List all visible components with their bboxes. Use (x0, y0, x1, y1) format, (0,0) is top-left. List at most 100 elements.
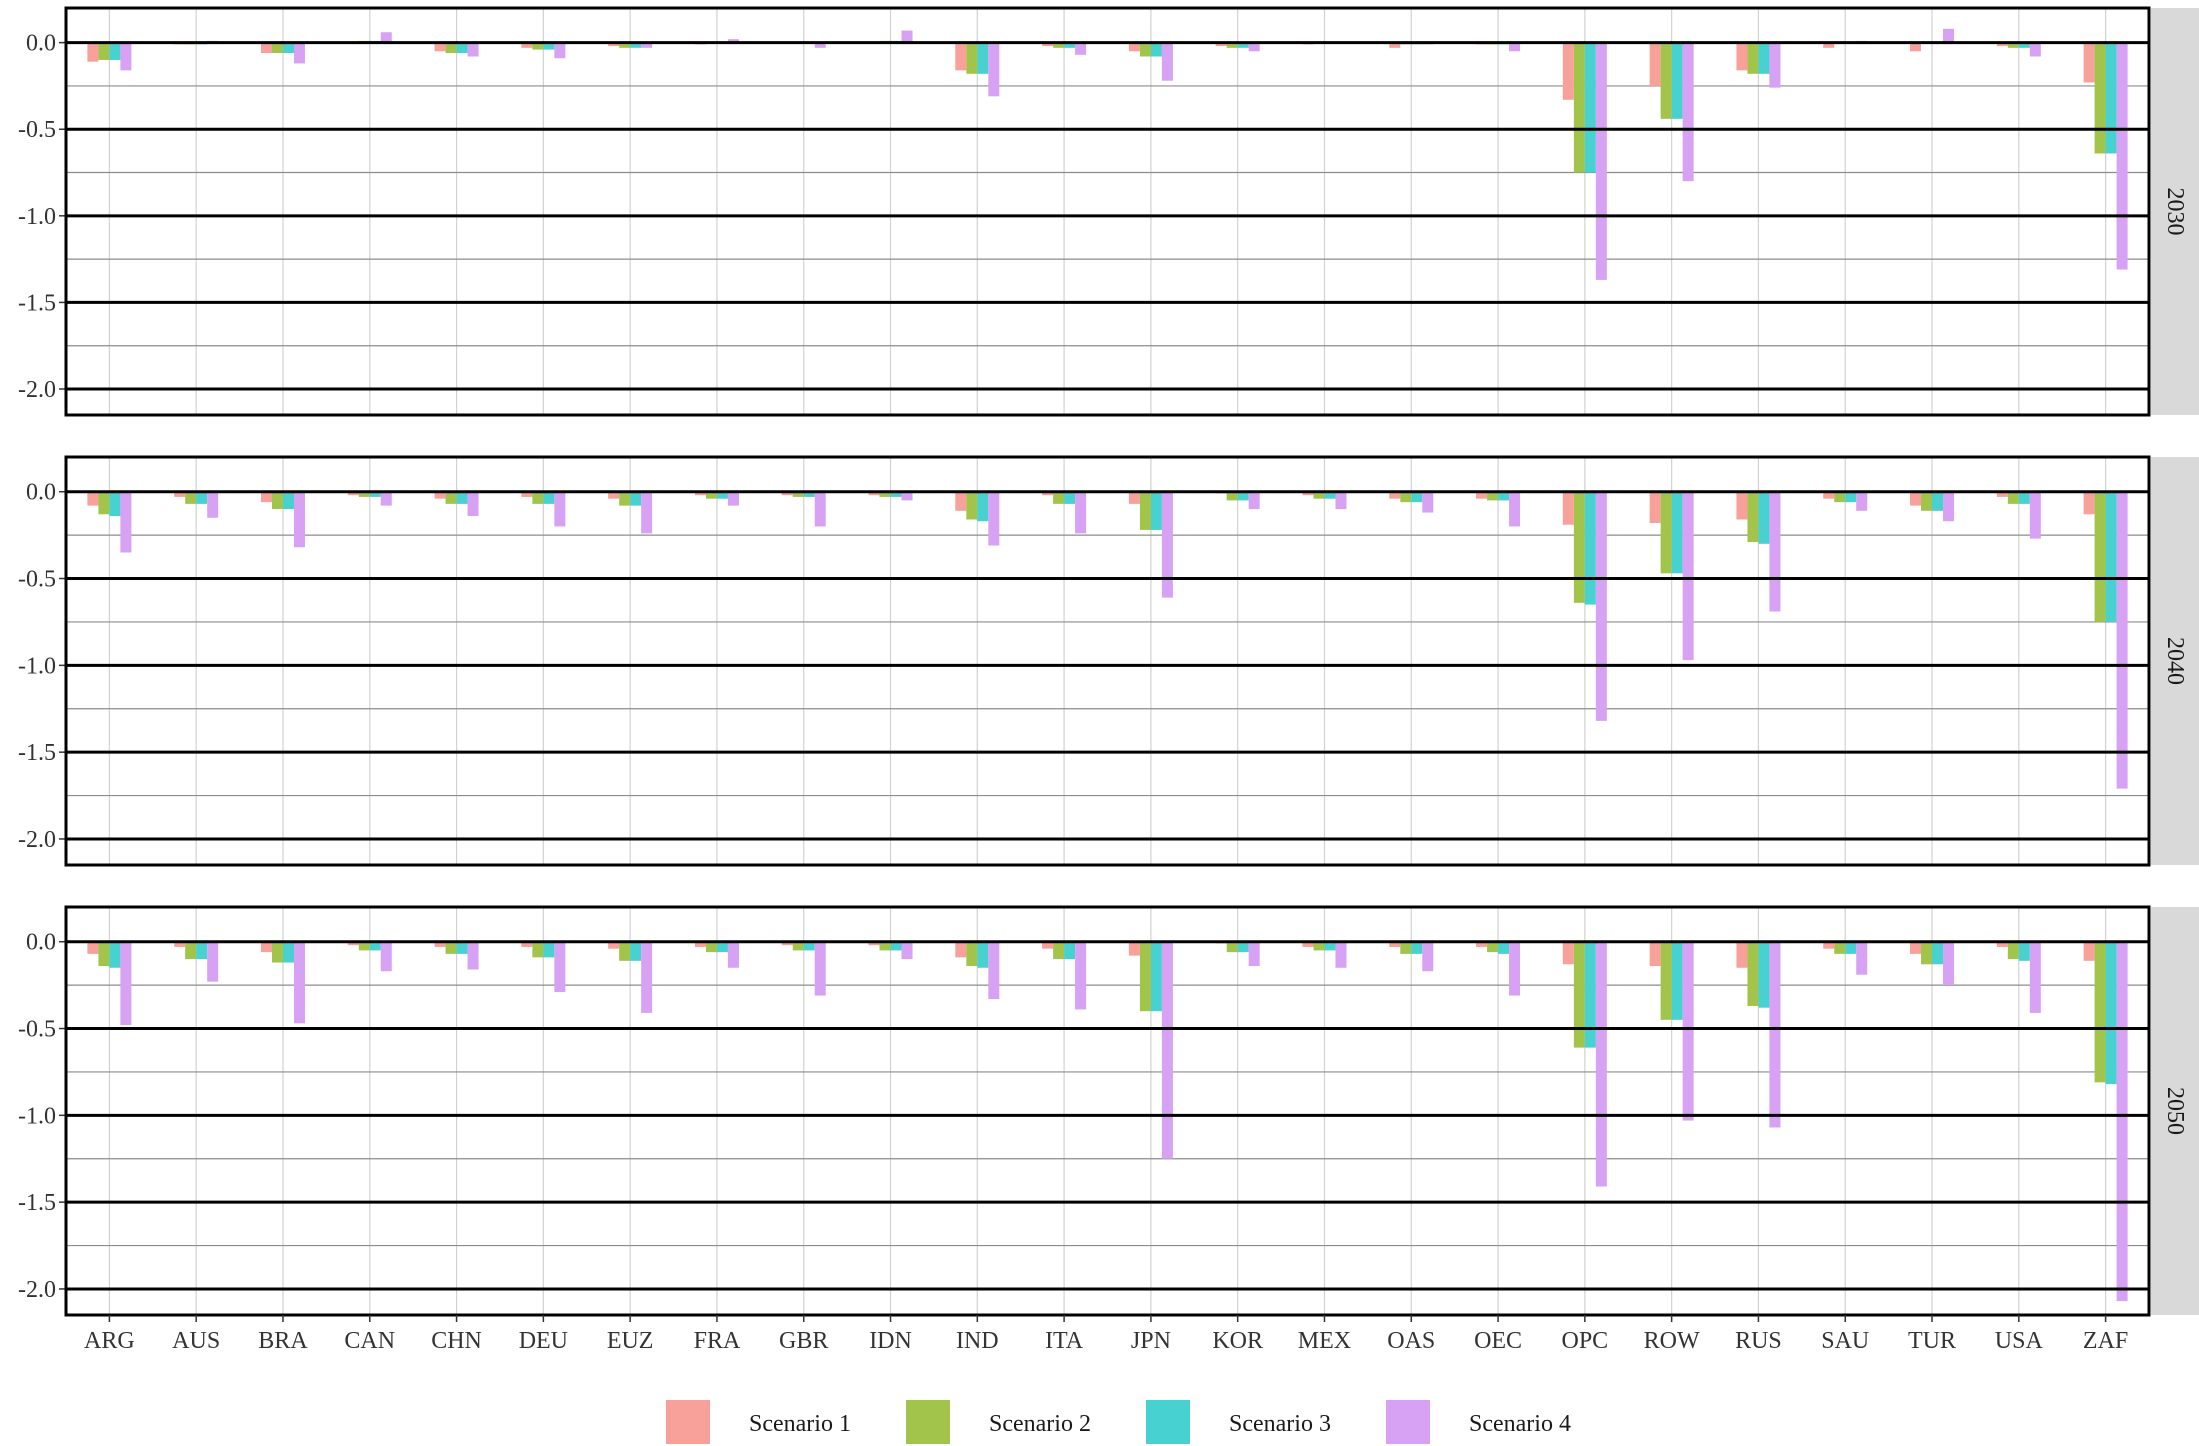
bar-2030-CHN-s4 (467, 42, 479, 57)
bar-2030-IND-s4 (988, 42, 1000, 97)
bar-2040-TUR-s2 (1921, 491, 1933, 511)
bar-2040-JPN-s1 (1128, 491, 1140, 504)
bar-2050-ARG-s3 (109, 941, 121, 968)
bar-2040-USA-s1 (1996, 491, 2008, 497)
bar-2050-JPN-s2 (1139, 941, 1151, 1012)
bar-2050-TUR-s4 (1943, 941, 1955, 986)
bar-2050-TUR-s1 (1910, 941, 1922, 954)
x-tick-label-TUR: TUR (1908, 1328, 1956, 1354)
bar-2050-ZAF-s1 (2083, 941, 2095, 961)
x-tick-label-CHN: CHN (431, 1328, 482, 1354)
bar-2030-ZAF-s1 (2083, 42, 2095, 83)
bar-2050-SAU-s1 (1823, 941, 1835, 949)
bar-2040-USA-s4 (2029, 491, 2041, 539)
bar-2030-DEU-s1 (521, 42, 533, 48)
bar-2040-OAS-s2 (1400, 491, 1412, 503)
bar-2050-ITA-s4 (1075, 941, 1087, 1010)
bar-2040-ITA-s1 (1042, 491, 1054, 496)
bar-2040-IDN-s2 (879, 491, 891, 497)
bar-2030-ITA-s3 (1064, 42, 1076, 48)
bar-2050-IDN-s4 (901, 941, 913, 960)
bar-2050-FRA-s4 (727, 941, 739, 968)
x-tick-label-EUZ: EUZ (607, 1328, 654, 1354)
bar-2050-IDN-s1 (868, 941, 880, 946)
bar-2050-EUZ-s2 (619, 941, 631, 961)
bar-2040-FRA-s4 (727, 491, 739, 506)
bar-2030-DEU-s3 (543, 42, 555, 50)
x-tick-label-IDN: IDN (869, 1328, 912, 1354)
legend: Scenario 1 Scenario 2 Scenario 3 Scenario 4 (666, 1400, 1571, 1444)
bar-2040-SAU-s2 (1834, 491, 1846, 503)
bar-2050-RUS-s4 (1769, 941, 1781, 1128)
bar-2050-IND-s3 (977, 941, 989, 968)
bar-2030-JPN-s3 (1150, 42, 1162, 57)
bar-2040-DEU-s4 (554, 491, 566, 527)
bar-2040-OEC-s2 (1487, 491, 1499, 501)
y-tick-label: -1.0 (18, 1103, 56, 1129)
x-tick-label-ARG: ARG (84, 1328, 135, 1354)
bar-2050-FRA-s2 (705, 941, 717, 953)
bar-2050-OAS-s3 (1411, 941, 1423, 954)
y-tick-label: -1.5 (18, 1190, 56, 1216)
bar-2040-ARG-s1 (87, 491, 99, 506)
x-tick-label-MEX: MEX (1298, 1328, 1351, 1354)
bar-2030-USA-s3 (2018, 42, 2030, 48)
x-tick-label-RUS: RUS (1735, 1328, 1782, 1354)
x-axis: ARG AUS BRA CAN CHN DEU EUZ FRA GBR IDN IND ITA JPN K… (84, 1315, 2128, 1354)
bar-2040-AUS-s2 (185, 491, 197, 504)
bar-2050-RUS-s2 (1747, 941, 1759, 1006)
bar-2050-FRA-s3 (716, 941, 728, 953)
bar-2030-USA-s1 (1996, 42, 2008, 47)
bar-2030-EUZ-s2 (619, 42, 631, 48)
bar-2050-OEC-s2 (1487, 941, 1499, 953)
bar-2050-CHN-s2 (445, 941, 457, 954)
bar-2040-ARG-s3 (109, 491, 121, 517)
bar-2030-FRA-s4 (727, 39, 739, 43)
bar-2030-RUS-s2 (1747, 42, 1759, 74)
bar-2030-OPC-s1 (1562, 42, 1574, 100)
bar-2030-ZAF-s4 (2116, 42, 2128, 270)
bar-2050-ROW-s4 (1682, 941, 1694, 1121)
bar-2040-MEX-s1 (1302, 491, 1314, 496)
facet-strip (2151, 907, 2199, 1315)
bar-2030-BRA-s2 (271, 42, 283, 54)
legend-key-4 (1386, 1400, 1430, 1444)
bar-2030-RUS-s1 (1736, 42, 1748, 71)
bar-2030-ZAF-s2 (2094, 42, 2106, 154)
bar-2050-OPC-s1 (1562, 941, 1574, 965)
bar-2050-EUZ-s4 (641, 941, 653, 1013)
bar-2030-USA-s2 (2007, 42, 2019, 48)
bar-2030-CAN-s4 (380, 32, 392, 43)
bar-2040-CAN-s2 (358, 491, 370, 497)
x-tick-label-JPN: JPN (1131, 1328, 1171, 1354)
bar-2050-DEU-s1 (521, 941, 533, 947)
bar-2050-IND-s4 (988, 941, 1000, 1000)
bar-2040-GBR-s4 (814, 491, 826, 527)
bar-2040-MEX-s4 (1335, 491, 1347, 510)
bar-2030-CHN-s2 (445, 42, 457, 54)
bar-2050-AUS-s3 (196, 941, 208, 960)
y-tick-label: -1.5 (18, 740, 56, 766)
bar-2030-ITA-s4 (1075, 42, 1087, 55)
bar-2040-FRA-s2 (705, 491, 717, 499)
bar-2050-OAS-s4 (1422, 941, 1434, 972)
bar-2040-OPC-s3 (1584, 491, 1596, 605)
facet-strip (2151, 8, 2199, 415)
bar-2040-EUZ-s3 (630, 491, 642, 506)
bar-2050-IDN-s3 (890, 941, 902, 951)
bar-2040-TUR-s1 (1910, 491, 1922, 506)
bar-2040-OPC-s4 (1595, 491, 1607, 721)
bar-2030-IND-s2 (966, 42, 978, 74)
bar-2050-CAN-s3 (369, 941, 381, 951)
bar-2030-ROW-s2 (1660, 42, 1672, 119)
bar-2040-ROW-s1 (1649, 491, 1661, 523)
panel-border (64, 6, 2151, 417)
bar-2050-USA-s4 (2029, 941, 2041, 1013)
bar-2030-ROW-s3 (1671, 42, 1683, 119)
bar-2030-TUR-s1 (1910, 42, 1922, 52)
bar-2030-OPC-s3 (1584, 42, 1596, 173)
bar-2040-IND-s2 (966, 491, 978, 520)
bar-2050-BRA-s4 (293, 941, 305, 1024)
bar-2050-SAU-s4 (1856, 941, 1868, 975)
bar-2050-CHN-s4 (467, 941, 479, 970)
